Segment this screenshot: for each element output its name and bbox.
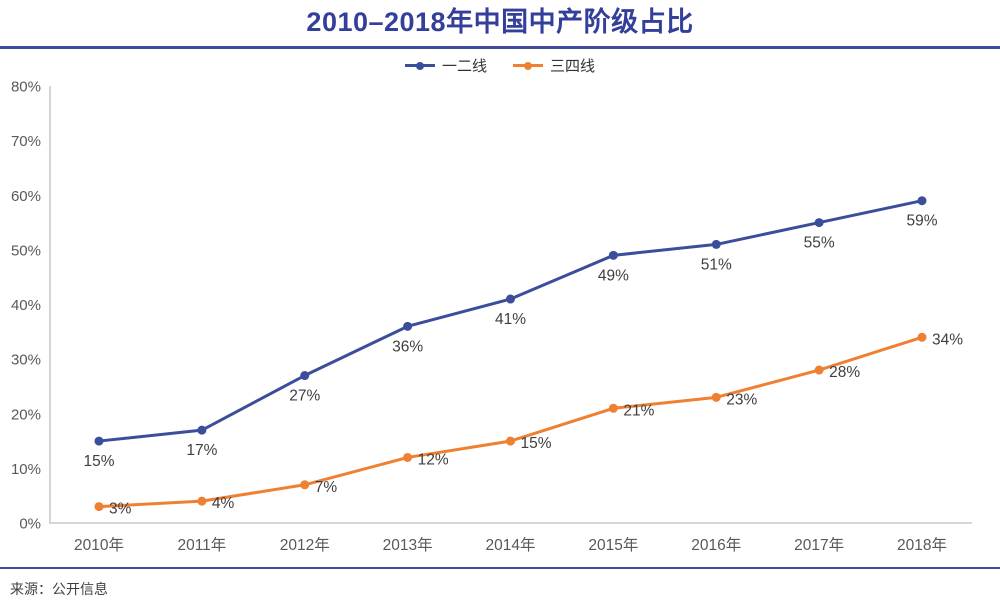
y-tick-label: 20% (11, 406, 41, 423)
x-tick-label: 2014年 (486, 536, 536, 554)
data-label: 7% (315, 478, 338, 495)
data-point (917, 195, 927, 205)
data-label: 59% (906, 212, 937, 229)
x-tick-label: 2016年 (691, 536, 741, 554)
y-tick-label: 70% (11, 133, 41, 150)
footer-divider (0, 566, 1000, 569)
data-point (814, 365, 824, 375)
legend-label-tier12: 一二线 (441, 58, 487, 75)
y-tick-label: 0% (19, 515, 41, 532)
data-point (197, 425, 207, 435)
data-point (300, 370, 310, 380)
data-point (94, 436, 104, 446)
chart-title: 2010–2018年中国中产阶级占比 (306, 7, 694, 37)
y-tick-label: 50% (11, 242, 41, 259)
data-point (506, 436, 515, 446)
x-tick-label: 2012年 (280, 536, 330, 554)
x-tick-label: 2015年 (588, 536, 638, 554)
data-label: 21% (623, 402, 654, 419)
chart-legend: 一二线 三四线 (0, 53, 1000, 79)
data-label: 36% (392, 338, 423, 355)
legend-dot-icon (524, 61, 532, 70)
data-label: 23% (726, 391, 757, 408)
data-label: 4% (212, 495, 235, 512)
legend-dot-icon (415, 61, 424, 70)
legend-label-tier34: 三四线 (550, 58, 596, 75)
data-point (403, 321, 413, 331)
series-line-三四线 (98, 335, 923, 508)
data-label: 55% (804, 234, 835, 251)
data-label: 34% (932, 331, 963, 348)
line-chart-plot: 0% 10% 20% 30% 40% 50% 60% 70% 80% 2010年 2011年 2012… (11, 79, 972, 554)
data-label: 12% (418, 451, 449, 468)
data-point (711, 239, 721, 249)
data-point (608, 403, 618, 413)
data-label: 51% (701, 256, 732, 273)
x-tick-label: 2018年 (897, 536, 947, 554)
data-point (814, 217, 824, 227)
x-tick-label: 2010年 (74, 536, 124, 554)
data-point (300, 479, 310, 489)
x-tick-label: 2013年 (383, 536, 433, 554)
x-tick-label: 2011年 (177, 536, 226, 554)
legend-item-tier34: 三四线 (513, 55, 595, 76)
data-point (506, 294, 515, 304)
data-label: 15% (83, 453, 114, 470)
title-divider (0, 46, 1000, 49)
y-tick-label: 30% (11, 351, 41, 368)
data-label: 28% (829, 364, 860, 381)
axis-lines (49, 85, 972, 524)
data-label: 17% (186, 442, 217, 459)
data-label: 3% (109, 500, 132, 517)
legend-marker-tier12-icon (404, 61, 435, 70)
data-point (711, 392, 721, 402)
data-point (403, 452, 413, 462)
data-label: 49% (598, 267, 629, 284)
x-tick-label: 2017年 (794, 536, 844, 554)
legend-marker-tier34-icon (513, 61, 543, 70)
y-tick-label: 40% (11, 297, 41, 314)
legend-item-tier12: 一二线 (404, 55, 487, 76)
data-label: 27% (289, 387, 320, 404)
data-label: 41% (495, 311, 526, 328)
data-label: 15% (521, 435, 552, 452)
y-tick-label: 60% (11, 187, 41, 204)
y-tick-label: 80% (11, 79, 41, 96)
data-point (917, 332, 927, 342)
source-note: 来源：公开信息 (10, 581, 108, 597)
data-point (94, 501, 104, 511)
data-point (608, 250, 618, 260)
y-tick-label: 10% (11, 460, 41, 477)
data-point (197, 496, 207, 506)
chart-page: 2010–2018年中国中产阶级占比 一二线 三四线 0% 10% 20% 30% 40… (0, 4, 1000, 599)
